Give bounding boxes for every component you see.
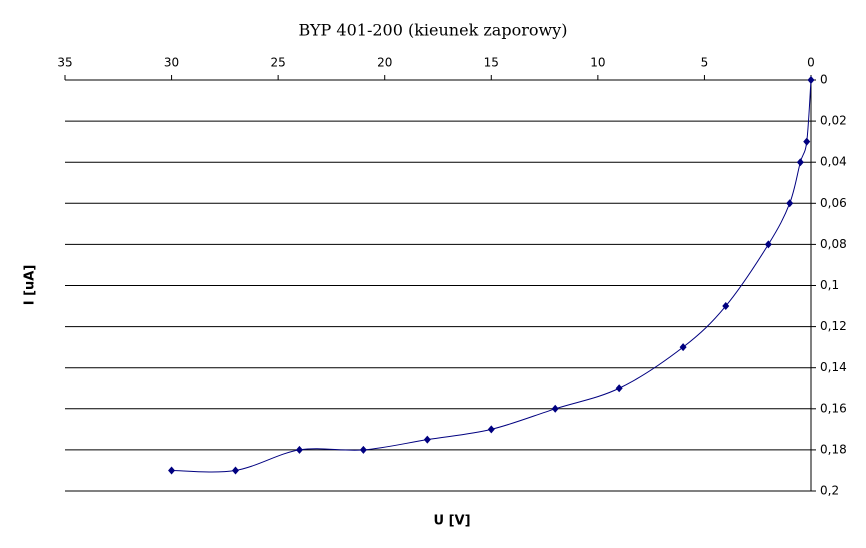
marker [807,76,815,84]
y-axis-label: I [uA] [23,265,38,306]
marker [232,466,240,475]
x-tick-label: 0 [807,56,815,70]
y-tick-label: 0,12 [820,319,847,333]
marker [423,435,431,444]
y-tick-label: 0 [820,73,828,87]
y-tick-label: 0,08 [820,237,847,251]
marker [786,199,794,208]
x-tick-label: 35 [57,56,72,70]
marker [722,302,730,311]
x-tick-label: 15 [484,56,499,70]
x-tick-label: 25 [271,56,286,70]
x-axis-label: U [V] [433,514,470,529]
marker [551,404,559,413]
y-tick-label: 0,06 [820,196,847,210]
marker [487,425,495,434]
marker [796,158,804,167]
marker [295,445,303,454]
marker [359,445,367,454]
y-tick-label: 0,14 [820,360,847,374]
marker [679,343,687,352]
marker [803,137,811,146]
x-tick-label: 10 [590,56,605,70]
y-tick-label: 0,18 [820,442,847,456]
marker [168,466,176,475]
y-tick-label: 0,16 [820,401,847,415]
marker [764,240,772,249]
x-tick-label: 5 [701,56,709,70]
y-tick-label: 0,02 [820,114,847,128]
y-tick-label: 0,2 [820,484,839,498]
y-tick-label: 0,04 [820,155,847,169]
x-tick-label: 30 [164,56,179,70]
line [171,79,812,473]
y-tick-label: 0,1 [820,278,839,292]
marker [615,384,623,393]
chart-title: BYP 401-200 (kieunek zaporowy) [299,21,568,40]
x-tick-label: 20 [377,56,392,70]
